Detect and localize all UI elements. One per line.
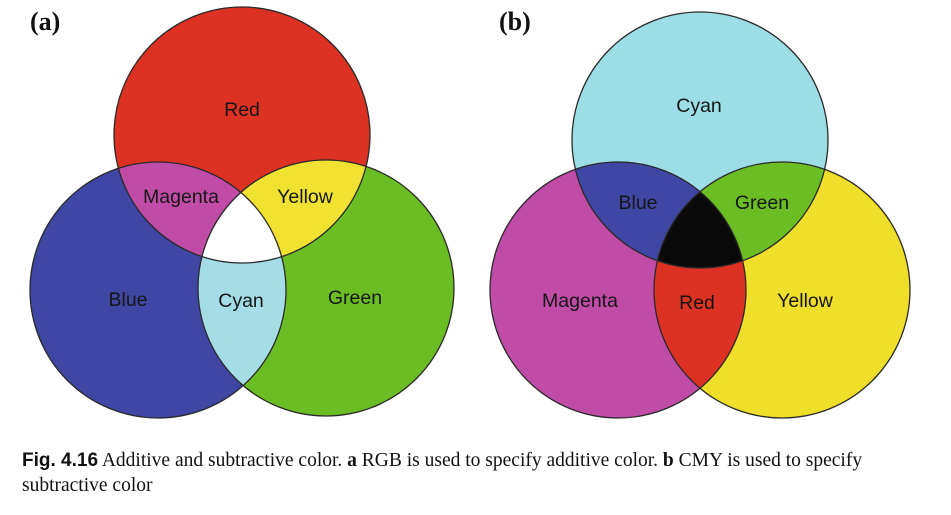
label-green-b: Green bbox=[735, 192, 789, 214]
caption-text-1: Additive and subtractive color. bbox=[101, 450, 343, 471]
color-venn-figure: (a) Red Blue Green Magenta Yellow Cya bbox=[29, 6, 911, 419]
caption-marker-b: b bbox=[662, 450, 674, 471]
label-red-b: Red bbox=[679, 292, 715, 314]
white-center bbox=[198, 162, 286, 263]
caption-text-2: RGB is used to specify additive color. bbox=[361, 450, 659, 471]
label-cyan: Cyan bbox=[218, 290, 264, 312]
panel-b: (b) Cyan Magenta Yellow Blue Green Re bbox=[489, 7, 911, 419]
label-cyan-b: Cyan bbox=[676, 95, 722, 117]
panel-a-letter: (a) bbox=[30, 7, 60, 36]
panel-b-letter: (b) bbox=[499, 7, 531, 36]
label-green: Green bbox=[328, 287, 382, 309]
black-center bbox=[654, 162, 746, 268]
figure-caption: Fig. 4.16 Additive and subtractive color… bbox=[22, 448, 937, 498]
label-yellow: Yellow bbox=[277, 186, 334, 208]
caption-marker-a: a bbox=[347, 450, 357, 471]
label-yellow-b: Yellow bbox=[777, 290, 834, 312]
figure-number: Fig. 4.16 bbox=[22, 450, 99, 471]
label-magenta-b: Magenta bbox=[542, 290, 618, 312]
label-blue: Blue bbox=[108, 289, 147, 311]
panel-a-outlines bbox=[29, 6, 455, 419]
label-red: Red bbox=[224, 99, 260, 121]
caption-text-3: CMY is used to specify subtractive color bbox=[22, 450, 863, 496]
panel-a: (a) Red Blue Green Magenta Yellow Cya bbox=[29, 6, 455, 419]
label-magenta: Magenta bbox=[143, 186, 219, 208]
label-blue-b: Blue bbox=[618, 192, 657, 214]
panel-b-outlines bbox=[489, 11, 911, 419]
